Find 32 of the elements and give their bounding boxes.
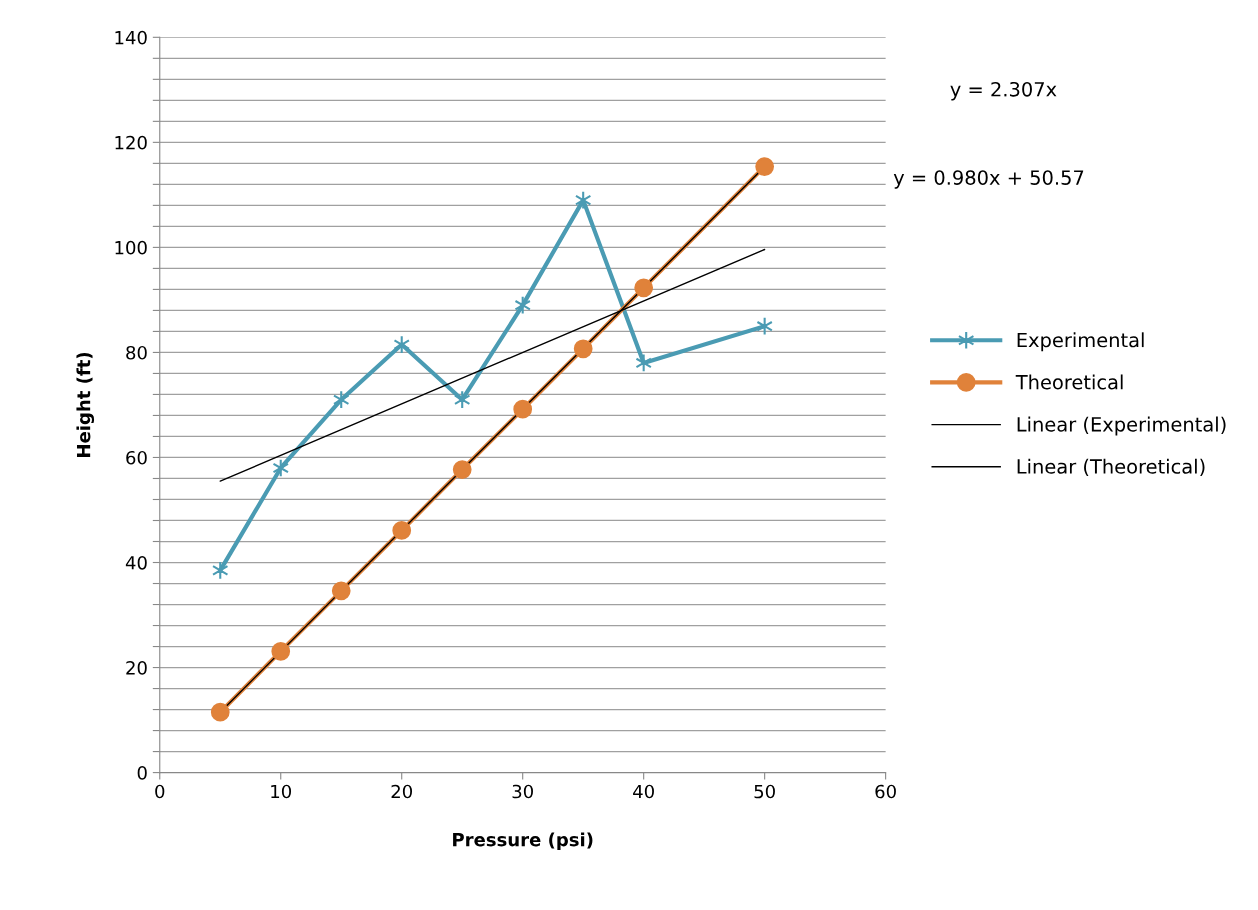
point bbox=[755, 157, 775, 176]
y-tick-label: 40 bbox=[125, 555, 147, 570]
legend-label: Theoretical bbox=[1015, 374, 1123, 390]
legend-label: Linear (Experimental) bbox=[1017, 416, 1226, 436]
point bbox=[271, 641, 291, 661]
x-tick-label: 40 bbox=[633, 784, 654, 799]
y-tick-label: 80 bbox=[126, 345, 147, 360]
y-tick-label: 20 bbox=[126, 661, 147, 675]
x-tick-label: 50 bbox=[754, 784, 775, 799]
text: y = 0.980x + 50.57 bbox=[893, 170, 1084, 189]
y-tick-label: 120 bbox=[115, 135, 147, 150]
x-tick-label: 30 bbox=[512, 784, 533, 799]
point bbox=[210, 702, 230, 722]
y-tick-label: 100 bbox=[115, 240, 147, 255]
point bbox=[634, 278, 654, 298]
x-tick-label: 60 bbox=[875, 784, 896, 799]
y-tick-label: 0 bbox=[137, 766, 147, 780]
point bbox=[513, 399, 533, 419]
x-tick-label: 20 bbox=[391, 784, 413, 799]
legend-label: Experimental bbox=[1017, 332, 1144, 352]
point bbox=[452, 460, 472, 479]
y-axis-title: Height (ft) bbox=[76, 352, 95, 457]
x-tick-label: 0 bbox=[155, 784, 165, 799]
text: y = 2.307x bbox=[950, 81, 1057, 101]
y-tick-label: 140 bbox=[115, 30, 147, 45]
x-tick-label: 10 bbox=[271, 784, 292, 799]
legend-label: Linear (Theoretical) bbox=[1017, 458, 1205, 477]
point bbox=[573, 339, 593, 359]
y-tick-label: 60 bbox=[126, 450, 147, 465]
point bbox=[331, 581, 351, 601]
point bbox=[392, 521, 412, 540]
x-axis-title: Pressure (psi) bbox=[453, 832, 593, 850]
